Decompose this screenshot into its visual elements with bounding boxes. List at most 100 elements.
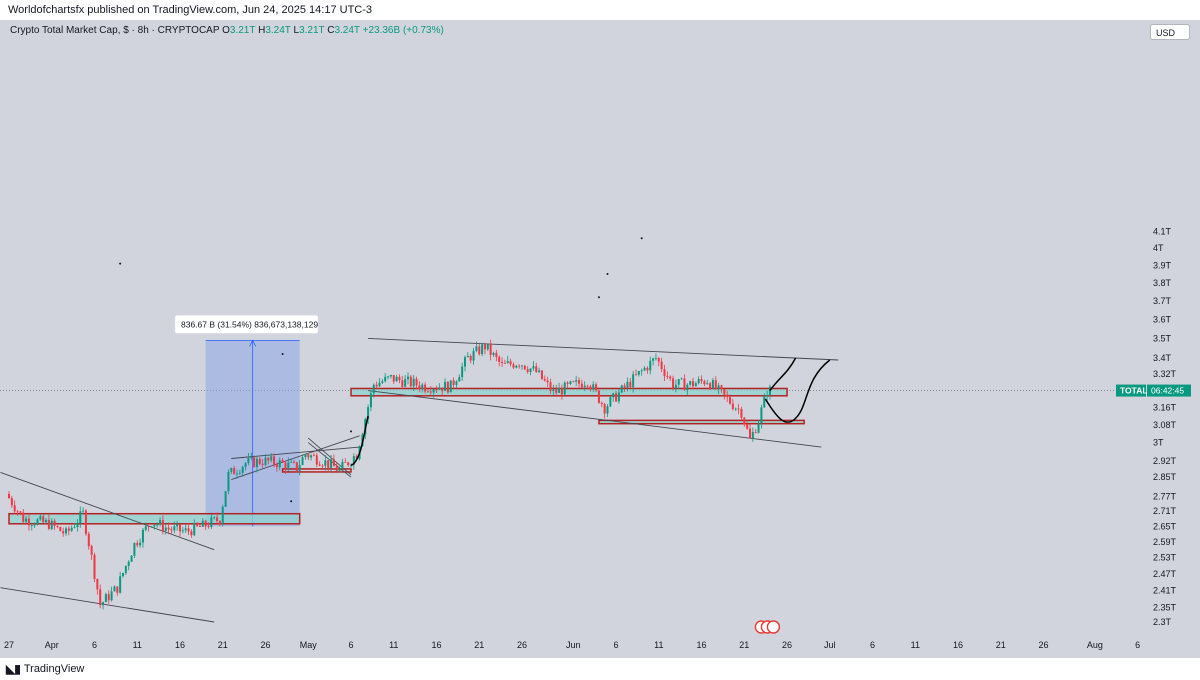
legend-high-label: H [258,25,266,36]
time-axis[interactable] [0,634,1200,658]
candle-body [757,423,760,433]
candle-body [518,365,521,367]
candle-body [210,517,213,528]
candle-body [612,393,615,398]
candle-body [683,378,686,391]
candle-body [412,378,415,387]
candle-body [615,393,618,402]
time-tick-label: May [300,640,318,650]
trendline [307,437,352,476]
trendline [307,442,352,478]
candle-body [603,404,606,414]
time-tick-label: 16 [431,640,441,650]
candle-body [597,390,600,403]
candle-body [347,462,350,466]
candle-body [632,374,635,388]
candle-body [122,572,124,577]
candle-body [25,518,28,522]
candle-body [141,529,144,543]
candle-body [401,380,404,387]
time-tick-label: 21 [474,640,484,650]
candle-body [595,384,598,391]
stray-dot [350,430,352,433]
candle-body [264,457,267,465]
measure-label-box [174,315,319,334]
currency-button[interactable]: USD [1150,24,1190,40]
candle-body [637,371,640,375]
candle-body [247,458,250,464]
candle-body [298,464,301,471]
tradingview-logo-icon: ◣▮ [6,662,21,676]
candle-body [509,361,512,365]
candle-body [10,498,13,506]
candle-body [250,456,253,459]
candle-body [543,379,546,381]
candle-body [657,357,660,362]
candle-body [404,379,407,387]
candle-body [36,519,39,525]
candle-body [540,370,543,380]
candle-body [552,389,555,391]
candle-body [486,344,489,350]
candle-body [635,374,637,376]
candle-body [609,397,612,407]
time-tick-label: 26 [260,640,270,650]
candle-body [281,460,284,463]
candle-body [549,382,552,391]
time-tick-label: 26 [1039,640,1049,650]
legend-title: Crypto Total Market Cap, $ · 8h · CRYPTO… [10,25,220,36]
candle-body [156,524,159,526]
candle-body [102,602,105,606]
tradingview-logo[interactable]: ◣▮ TradingView [6,662,84,676]
candle-body [167,527,170,530]
candle-body [392,375,395,382]
candle-body [429,391,432,393]
candle-body [312,455,315,457]
candle-body [381,381,384,383]
candle-body [179,524,181,532]
candle-body [22,512,25,522]
candle-body [96,578,99,590]
candle-body [352,456,355,465]
candle-body [623,385,626,388]
candle-body [672,378,675,389]
time-tick-label: 21 [739,640,749,650]
candle-body [150,526,153,528]
price-tick-label: 3.4T [1153,353,1172,363]
candle-body [70,527,73,531]
candle-body [546,380,549,383]
candle-body [270,456,273,461]
candle-body [295,462,298,471]
stray-dot [119,262,122,265]
candle-body [84,510,87,534]
price-tick-label: 3.6T [1153,314,1172,324]
candle-body [421,384,424,390]
candle-body [56,525,59,528]
candle-body [244,463,247,467]
candle-body [16,511,19,513]
candle-body [592,384,595,390]
candle-body [700,379,703,382]
time-tick-label: 11 [133,640,142,650]
candle-body [464,357,466,367]
candle-body [711,380,714,389]
candle-body [113,586,116,592]
candle-body [495,352,498,357]
candle-body [560,388,563,395]
candle-body [173,526,176,531]
legend-close-value: 3.24T [334,25,360,36]
candle-body [407,376,409,380]
candle-body [164,527,167,531]
candle-body [133,542,136,556]
candle-body [13,505,16,512]
price-axis[interactable] [1145,20,1200,634]
candle-body [626,381,629,388]
economic-event-icon [766,620,781,634]
candle-body [184,528,187,531]
candle-body [578,380,580,384]
candle-body [649,360,652,371]
candle-body [90,546,93,555]
price-tick-label: 3.16T [1153,402,1177,412]
candle-body [686,384,689,391]
candle-body [589,386,592,390]
